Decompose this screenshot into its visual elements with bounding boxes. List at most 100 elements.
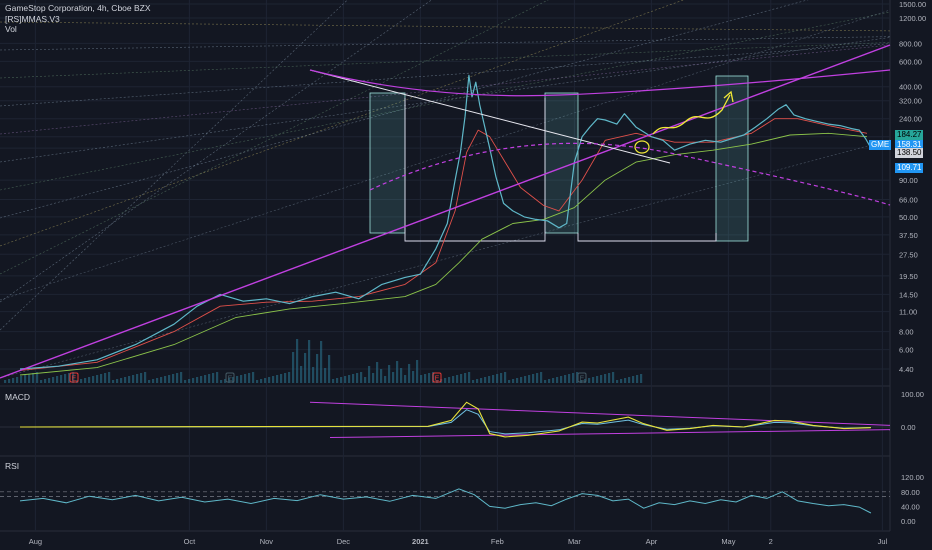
- volume-bar: [184, 380, 187, 383]
- volume-bar: [296, 339, 299, 383]
- volume-bar: [564, 375, 567, 383]
- volume-bar: [628, 377, 631, 383]
- annotation-projection: [652, 94, 731, 135]
- time-tick-label: Mar: [568, 537, 581, 546]
- volume-bar: [496, 374, 499, 383]
- annotation-arrowhead: [723, 90, 734, 103]
- volume-bar: [484, 377, 487, 383]
- volume-bar: [320, 341, 323, 383]
- earnings-marker-letter: E: [228, 376, 233, 383]
- volume-bar: [168, 375, 171, 383]
- rsi-tick-label: 0.00: [901, 517, 916, 526]
- price-tick-label: 50.00: [899, 213, 918, 222]
- volume-bar: [376, 362, 379, 383]
- time-axis: AugOctNovDec2021FebMarAprMay2JulAugSepOc…: [29, 537, 888, 546]
- upper-arc: [309, 69, 891, 97]
- rsi-pane: 120.00 80.00 40.00 0.00: [0, 473, 924, 526]
- volume-bar: [488, 376, 491, 383]
- price-tick-label: 11.00: [899, 308, 917, 317]
- volume-bar: [244, 374, 247, 383]
- volume-bar: [364, 377, 367, 383]
- price-label: 138.50: [895, 148, 924, 159]
- volume-bar: [448, 377, 451, 383]
- volume-bar: [288, 372, 291, 383]
- fan-ray: [0, 42, 891, 79]
- macd-pane: 100.00 0.00: [0, 390, 924, 439]
- volume-bar: [636, 375, 639, 383]
- price-tick-label: 1500.00: [899, 0, 926, 9]
- dashed-arc: [369, 142, 891, 206]
- volume-bar: [152, 379, 155, 383]
- volume-bar: [576, 372, 579, 383]
- volume-bar: [584, 379, 587, 383]
- volume-bar: [332, 379, 335, 383]
- fan-ray: [0, 21, 891, 32]
- volume-bar: [476, 379, 479, 383]
- volume-bar: [148, 380, 151, 383]
- volume-bar: [428, 373, 431, 383]
- price-tick-label: 37.50: [899, 231, 918, 240]
- volume-bar: [256, 380, 259, 383]
- projection-box: [544, 92, 579, 234]
- volume-bar: [208, 374, 211, 383]
- price-tick-label: 240.00: [899, 115, 922, 124]
- volume-bar: [280, 374, 283, 383]
- volume-bar: [116, 379, 119, 383]
- fan-ray: [0, 11, 891, 191]
- volume-bar: [544, 380, 547, 383]
- macd-tick-label: 100.00: [901, 390, 924, 399]
- range-bracket: [577, 233, 717, 242]
- rsi-tick-label: 120.00: [901, 473, 924, 482]
- volume-bar: [456, 375, 459, 383]
- volume-bar: [212, 373, 215, 383]
- earnings-marker: E: [225, 372, 235, 383]
- price-line: [19, 74, 872, 370]
- volume-bar: [128, 376, 131, 383]
- volume-bar: [420, 375, 423, 383]
- symbol-tag: GME: [869, 139, 892, 150]
- volume-bar: [600, 375, 603, 383]
- grid: [0, 0, 891, 532]
- volume-bar: [132, 375, 135, 383]
- volume-bar: [528, 375, 531, 383]
- volume-bar: [400, 368, 403, 383]
- volume-bar: [284, 373, 287, 383]
- volume-bar: [340, 377, 343, 383]
- price-tick-label: 800.00: [899, 39, 922, 48]
- volume-bar: [616, 380, 619, 383]
- earnings-marker-box: [577, 372, 587, 383]
- volume-bar: [620, 379, 623, 383]
- volume-bar: [552, 378, 555, 383]
- volume-bar: [272, 376, 275, 383]
- descending-resistance-line: [309, 69, 671, 164]
- volume-label: Vol: [5, 24, 17, 34]
- volume-bar: [404, 375, 407, 383]
- volume-bar: [64, 374, 67, 383]
- volume-bar: [176, 373, 179, 383]
- earnings-marker: E: [577, 372, 587, 383]
- volume-bar: [596, 376, 599, 383]
- projection-box: [369, 92, 406, 234]
- volume-bar: [228, 378, 231, 383]
- volume-bar: [56, 376, 59, 383]
- volume-bar: [92, 376, 95, 383]
- volume-bar: [392, 372, 395, 383]
- time-tick-label: Feb: [491, 537, 504, 546]
- macd-signal-line: [19, 409, 871, 435]
- volume-bar: [508, 380, 511, 383]
- volume-bar: [100, 374, 103, 383]
- fan-ray: [0, 36, 891, 51]
- price-tick-label: 320.00: [899, 97, 922, 106]
- price-tick-label: 6.00: [899, 346, 914, 355]
- volume-bar: [640, 374, 643, 383]
- volume-bar: [24, 375, 27, 383]
- volume-bar: [196, 377, 199, 383]
- macd-tick-label: 0.00: [901, 423, 916, 432]
- volume-bar: [264, 378, 267, 383]
- volume-bar: [44, 379, 47, 383]
- volume-bar: [424, 374, 427, 383]
- volume-bar: [40, 380, 43, 383]
- earnings-marker-box: [432, 372, 442, 383]
- volume-bar: [452, 376, 455, 383]
